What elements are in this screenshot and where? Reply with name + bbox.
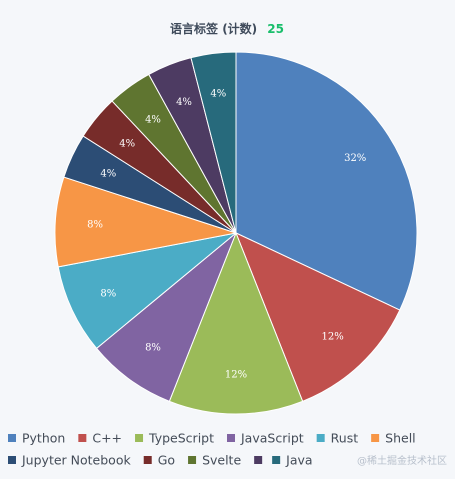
legend-swatch[interactable]: [78, 434, 87, 442]
pie-slices: [54, 51, 418, 415]
slice-value-label: 8%: [145, 343, 161, 354]
legend-swatch[interactable]: [8, 434, 16, 442]
chart-title: 语言标签 (计数) 25: [170, 18, 284, 37]
slice-value-label: 4%: [210, 88, 226, 99]
legend-swatch[interactable]: [188, 456, 197, 464]
chart-title-count: 25: [267, 22, 284, 36]
legend-label[interactable]: C++: [92, 431, 122, 446]
slice-value-label: 12%: [321, 331, 343, 342]
pie-slice-java[interactable]: [190, 51, 237, 234]
legend-label[interactable]: Jupyter Notebook: [21, 453, 131, 468]
pie-slice-rust[interactable]: [57, 232, 237, 350]
pie-slice-javascript[interactable]: [95, 232, 237, 402]
legend-label[interactable]: Rust: [331, 431, 359, 446]
slice-value-label: 4%: [100, 168, 116, 179]
pie-slice-c-[interactable]: [235, 232, 401, 402]
legend-label[interactable]: JavaScript: [240, 431, 304, 446]
slice-value-label: 4%: [145, 114, 161, 125]
legend-swatch[interactable]: [272, 456, 281, 464]
slice-value-label: 4%: [176, 97, 192, 108]
legend-label[interactable]: TypeScript: [148, 431, 214, 446]
legend-label[interactable]: Go: [158, 453, 175, 468]
slice-value-label: 8%: [87, 220, 103, 231]
legend-swatch[interactable]: [316, 434, 325, 442]
legend-swatch[interactable]: [371, 434, 380, 442]
legend-swatch[interactable]: [254, 456, 263, 464]
legend-swatch[interactable]: [135, 434, 144, 442]
legend-label[interactable]: Java: [285, 453, 312, 468]
slice-value-label: 4%: [119, 139, 135, 150]
legend-swatch[interactable]: [227, 434, 235, 442]
slice-value-label: 8%: [100, 289, 116, 300]
legend-label[interactable]: Python: [22, 431, 65, 446]
pie-slice-labels: 32% 12% 12% 8% 8% 8% 4% 4% 4% 4% 4%: [87, 88, 366, 380]
legend-label[interactable]: Shell: [385, 431, 416, 446]
pie-slice-shell[interactable]: [54, 176, 237, 268]
pie-slice-typescript[interactable]: [168, 231, 304, 415]
slice-value-label: 12%: [225, 370, 247, 381]
legend-swatch[interactable]: [8, 456, 16, 464]
slice-value-label: 32%: [344, 153, 366, 164]
legend-label[interactable]: Svelte: [202, 453, 241, 468]
legend-swatch[interactable]: [143, 456, 152, 464]
legend: Python C++ TypeScript JavaScript Rust Shell Ju…: [8, 431, 416, 468]
chart-title-text: 语言标签 (计数): [170, 21, 257, 36]
watermark: @稀土掘金技术社区: [357, 454, 447, 467]
pie-slice-python[interactable]: [235, 51, 418, 311]
